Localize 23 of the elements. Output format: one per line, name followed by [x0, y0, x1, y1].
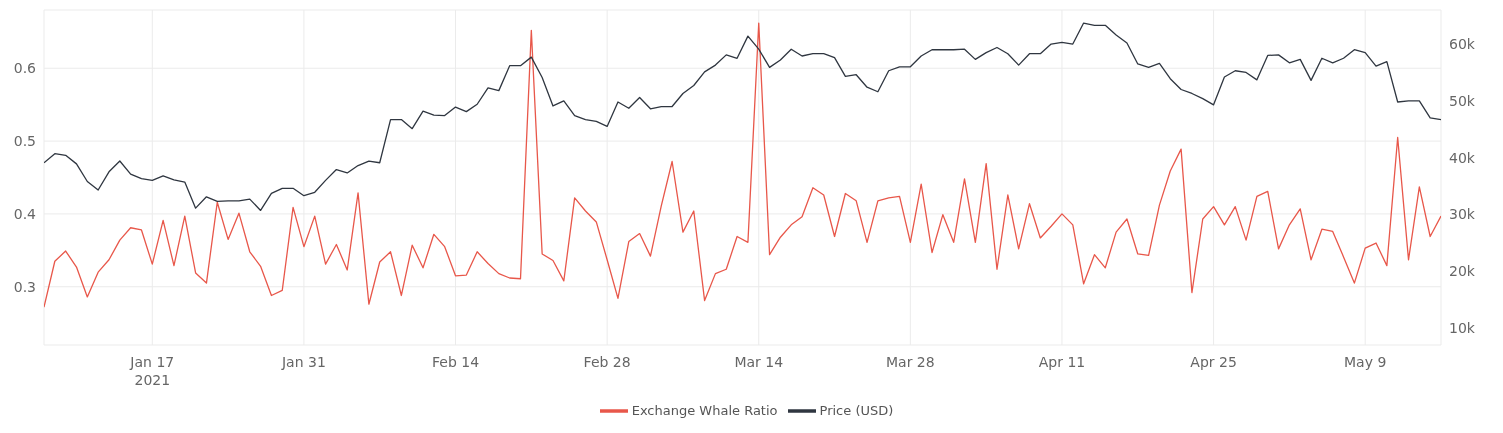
y-tick-label: 0.5: [13, 133, 36, 150]
legend-label: Price (USD): [819, 402, 894, 418]
legend-label: Exchange Whale Ratio: [631, 402, 778, 418]
y2-tick-label: 30k: [1449, 206, 1476, 223]
y2-tick-label: 40k: [1449, 149, 1476, 166]
line-series: [44, 22, 1441, 308]
x-tick-label: May 9: [1344, 354, 1387, 370]
y2-tick-label: 50k: [1449, 92, 1476, 109]
line-series: [44, 22, 1441, 212]
x-tick-label: Jan 17 2021: [129, 354, 175, 388]
y-tick-label: 0.4: [13, 205, 37, 222]
x-tick-label: Jan 31: [280, 354, 326, 370]
y2-tick-label: 10k: [1449, 319, 1476, 336]
x-tick-label: Feb 28: [583, 354, 631, 370]
y-tick-label: 0.6: [13, 60, 37, 77]
x-tick-label: Mar 14: [734, 354, 784, 370]
y2-tick-label: 60k: [1449, 36, 1476, 53]
y2-tick-label: 20k: [1449, 263, 1476, 280]
y-tick-label: 0.3: [13, 278, 36, 295]
x-tick-label: Mar 28: [886, 354, 935, 370]
x-tick-label: Apr 25: [1190, 354, 1237, 370]
x-tick-label: Feb 14: [431, 354, 480, 370]
x-tick-label: Apr 11: [1038, 354, 1086, 370]
